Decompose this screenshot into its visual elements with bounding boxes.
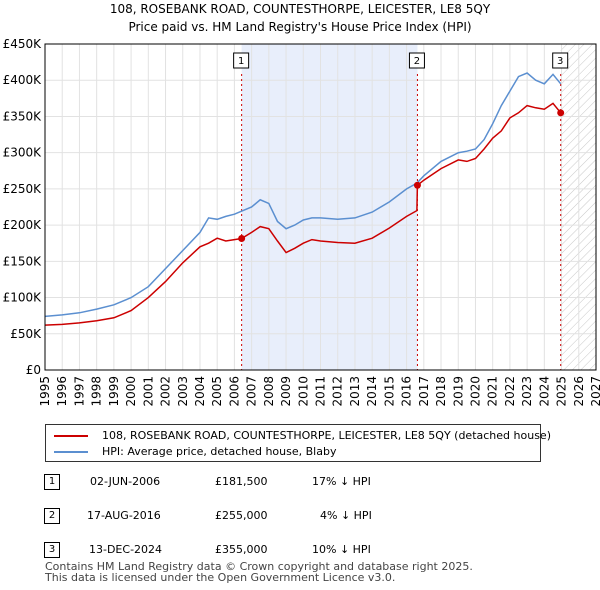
x-tick-label: 2019	[451, 376, 465, 407]
transaction-marker-label: 3	[557, 56, 563, 67]
x-tick-label: 2003	[176, 376, 190, 407]
x-tick-label: 2009	[279, 376, 293, 407]
x-tick-label: 2004	[193, 376, 207, 407]
transaction-date: 02-JUN-2006	[90, 475, 161, 488]
x-tick-label: 2026	[572, 376, 586, 407]
transaction-point	[557, 109, 565, 117]
legend-hpi-swatch	[54, 451, 88, 453]
y-tick-label: £200K	[3, 218, 43, 232]
x-tick-label: 2011	[314, 376, 328, 407]
y-tick-label: £450K	[3, 37, 43, 51]
property-price-line	[45, 102, 562, 326]
x-tick-label: 2007	[245, 376, 259, 407]
transaction-point	[413, 181, 421, 189]
price-chart: 108, ROSEBANK ROAD, COUNTESTHORPE, LEICE…	[3, 2, 600, 407]
y-tick-label: £250K	[3, 182, 43, 196]
legend: 108, ROSEBANK ROAD, COUNTESTHORPE, LEICE…	[45, 424, 551, 462]
y-tick-label: £100K	[3, 291, 43, 305]
x-tick-label: 2016	[400, 376, 414, 407]
x-tick-label: 2018	[434, 376, 448, 407]
transaction-price: £355,000	[215, 543, 268, 556]
x-tick-label: 2021	[486, 376, 500, 407]
x-tick-label: 2005	[210, 376, 224, 407]
x-tick-label: 1998	[90, 376, 104, 407]
footer-notice: Contains HM Land Registry data © Crown c…	[45, 561, 473, 583]
x-tick-label: 2006	[227, 376, 241, 407]
transaction-badge: 3	[44, 542, 60, 558]
x-tick-label: 2025	[555, 376, 569, 407]
y-tick-label: £150K	[3, 254, 43, 268]
transaction-point	[238, 235, 246, 243]
x-tick-label: 2012	[331, 376, 345, 407]
transaction-date: 17-AUG-2016	[87, 509, 161, 522]
x-tick-label: 2024	[537, 376, 551, 407]
x-tick-label: 2002	[159, 376, 173, 407]
transaction-price: £255,000	[215, 509, 268, 522]
chart-subtitle: Price paid vs. HM Land Registry's House …	[128, 20, 471, 34]
x-tick-label: 2022	[503, 376, 517, 407]
transaction-marker-label: 2	[414, 56, 420, 67]
table-row: 1 02-JUN-2006 £181,500 17% ↓ HPI	[40, 474, 540, 492]
transaction-marker-box	[233, 52, 250, 69]
footer-license: This data is licensed under the Open Gov…	[45, 571, 396, 584]
transaction-marker-label: 1	[238, 56, 244, 67]
x-tick-label: 1997	[72, 376, 86, 407]
legend-property-label: 108, ROSEBANK ROAD, COUNTESTHORPE, LEICE…	[102, 429, 551, 442]
x-tick-label: 1996	[55, 376, 69, 407]
transaction-price: £181,500	[215, 475, 268, 488]
plot-frame	[44, 43, 597, 371]
legend-hpi-label: HPI: Average price, detached house, Blab…	[102, 445, 337, 458]
transaction-hpi: 10% ↓ HPI	[312, 543, 371, 556]
transaction-date: 13-DEC-2024	[89, 543, 163, 556]
x-tick-label: 1995	[38, 376, 52, 407]
x-tick-label: 2000	[124, 376, 138, 407]
x-tick-label: 2008	[262, 376, 276, 407]
chart-title: 108, ROSEBANK ROAD, COUNTESTHORPE, LEICE…	[110, 2, 491, 16]
y-tick-label: £350K	[3, 109, 43, 123]
x-tick-label: 2014	[365, 376, 379, 407]
hpi-line	[45, 72, 562, 318]
x-tick-label: 2023	[520, 376, 534, 407]
y-tick-label: £400K	[3, 73, 43, 87]
x-tick-label: 2010	[296, 376, 310, 407]
transaction-badge: 1	[44, 474, 60, 490]
transaction-marker-box	[552, 52, 569, 69]
table-row: 3 13-DEC-2024 £355,000 10% ↓ HPI	[40, 542, 540, 560]
table-row: 2 17-AUG-2016 £255,000 4% ↓ HPI	[40, 508, 540, 526]
x-tick-label: 1999	[107, 376, 121, 407]
transaction-hpi: 4% ↓ HPI	[320, 509, 372, 522]
x-tick-label: 2020	[468, 376, 482, 407]
ownership-shaded-band	[241, 44, 418, 370]
transaction-badge: 2	[44, 508, 60, 524]
x-tick-label: 2013	[348, 376, 362, 407]
transaction-hpi: 17% ↓ HPI	[312, 475, 371, 488]
y-tick-label: £0	[26, 363, 41, 377]
x-tick-label: 2017	[417, 376, 431, 407]
y-tick-label: £50K	[10, 327, 42, 341]
footer-copyright: Contains HM Land Registry data © Crown c…	[45, 560, 473, 573]
x-tick-label: 2027	[589, 376, 600, 407]
x-tick-label: 2001	[141, 376, 155, 407]
y-tick-label: £300K	[3, 146, 43, 160]
legend-property-swatch	[54, 435, 88, 437]
transaction-marker-box	[408, 52, 425, 69]
x-tick-label: 2015	[382, 376, 396, 407]
